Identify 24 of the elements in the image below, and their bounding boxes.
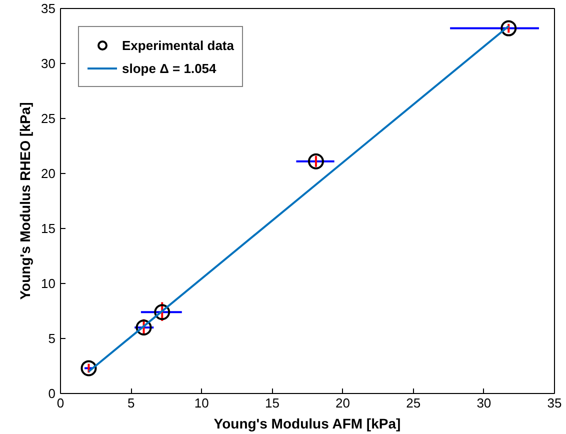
- x-tick-label: 15: [264, 396, 280, 410]
- y-tick-label: 5: [48, 331, 56, 346]
- x-tick-label: 20: [336, 396, 350, 410]
- point: [136, 320, 152, 336]
- x-tick-label: 30: [476, 396, 492, 410]
- y-tick-label: 0: [48, 386, 56, 401]
- y-tick-label: 20: [41, 166, 56, 181]
- y-tick-label: 10: [41, 276, 56, 291]
- y-tick-label: 25: [41, 111, 56, 126]
- y-axis-title: Young's Modulus RHEO [kPa]: [17, 102, 34, 300]
- point: [80, 360, 97, 376]
- point: [308, 153, 324, 170]
- legend-label: slope Δ = 1.054: [122, 60, 216, 76]
- x-tick-label: 35: [547, 396, 562, 410]
- point: [500, 20, 517, 36]
- x-tick-label: 10: [194, 396, 209, 410]
- x-tick-label: 25: [406, 396, 421, 410]
- y-tick-label: 35: [41, 1, 56, 16]
- x-tick-label: 5: [127, 396, 135, 410]
- x-axis-title: Young's Modulus AFM [kPa]: [214, 416, 401, 432]
- y-tick-label: 30: [41, 56, 56, 71]
- legend-label: Experimental data: [122, 38, 234, 52]
- point: [154, 304, 170, 320]
- y-tick-label: 15: [41, 221, 56, 236]
